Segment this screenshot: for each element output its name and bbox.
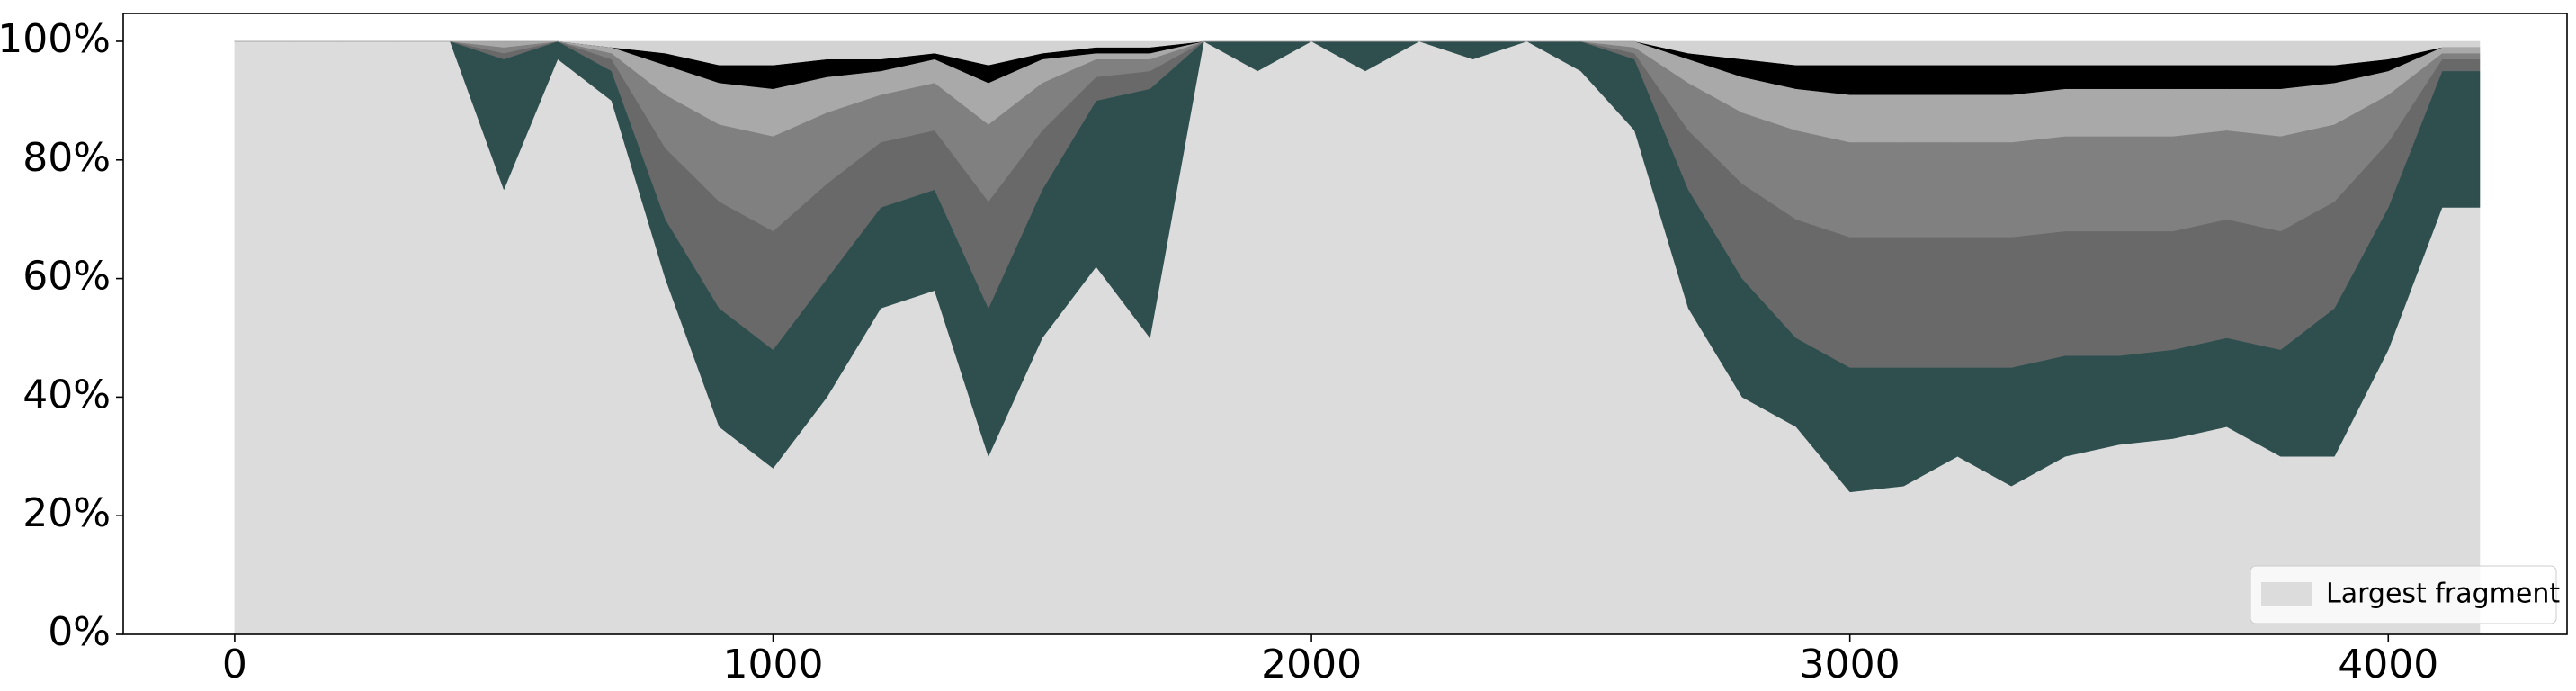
plot-frame [122, 13, 2568, 635]
x-tick-label: 1000 [723, 642, 824, 687]
y-tick-label: 80% [22, 135, 111, 181]
y-tick-label: 40% [22, 372, 111, 417]
x-tick-label: 2000 [1261, 642, 1362, 687]
x-tick-label: 4000 [2338, 642, 2438, 687]
legend-label: Largest fragment [2326, 579, 2560, 610]
area [234, 40, 2481, 66]
legend: Largest fragment [2250, 565, 2560, 624]
legend-swatch [2261, 582, 2312, 606]
x-tick-label: 0 [222, 642, 247, 687]
y-tick-label: 20% [22, 490, 111, 536]
y-tick-label: 0% [48, 609, 111, 655]
legend-frame [2250, 565, 2557, 624]
y-tick-label: 100% [0, 16, 111, 62]
x-tick-label: 3000 [1800, 642, 1901, 687]
y-tick-label: 60% [22, 254, 111, 300]
